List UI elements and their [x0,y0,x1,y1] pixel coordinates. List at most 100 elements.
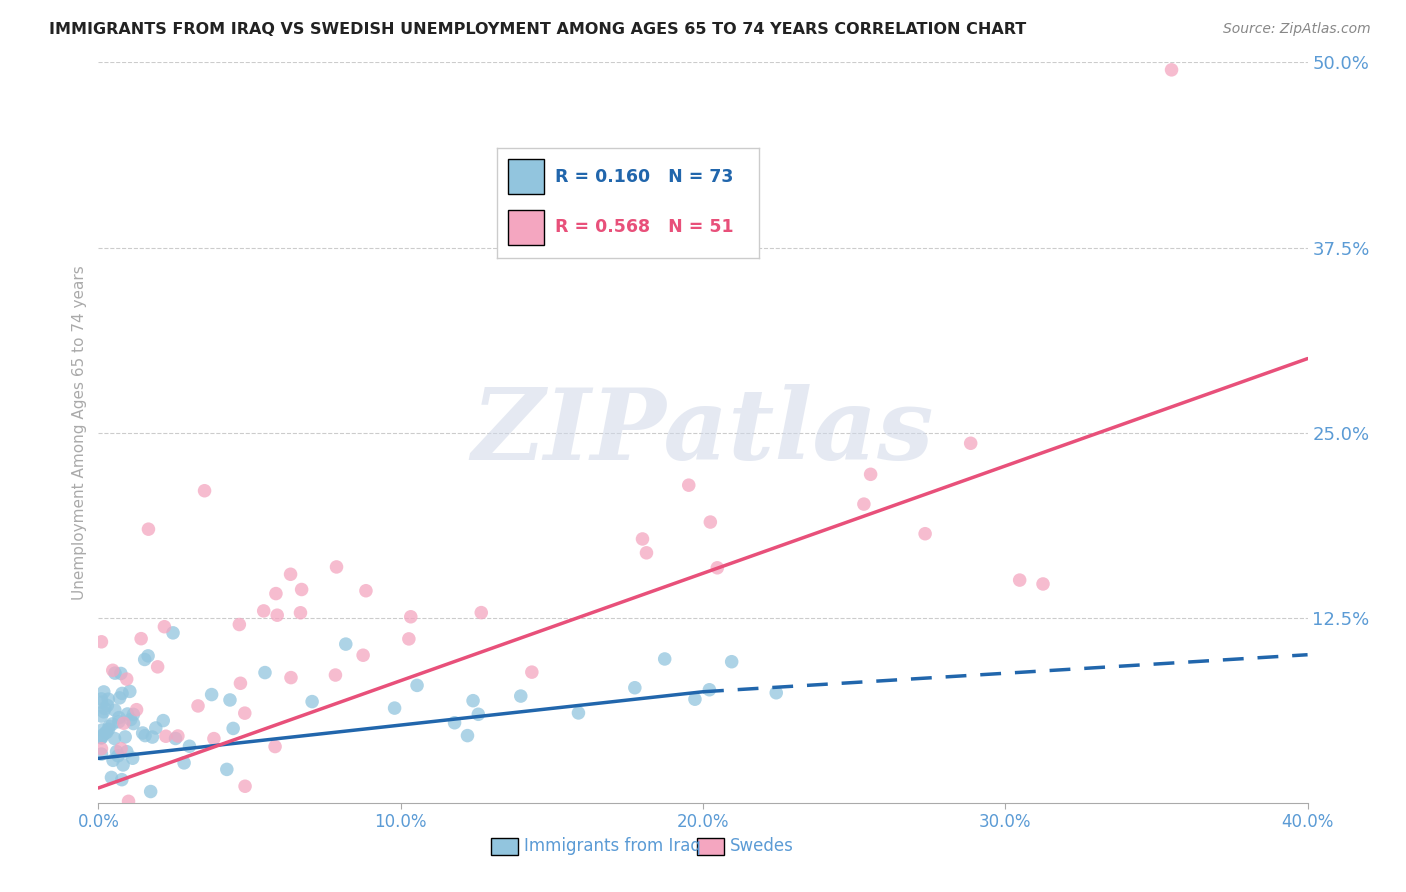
Text: Immigrants from Iraq: Immigrants from Iraq [524,838,702,855]
Point [222,722,245,736]
Text: Swedes: Swedes [730,838,793,855]
Point [110,666,132,681]
Point [398,632,420,646]
Point [636,546,658,560]
Point [90,741,112,756]
Point [91,723,114,737]
Point [90,731,112,745]
Point [352,648,374,663]
Point [101,717,124,731]
Point [229,676,252,690]
Point [145,721,167,735]
Text: ZIPatlas: ZIPatlas [472,384,934,481]
Point [162,625,184,640]
Point [97,692,120,706]
Point [112,716,135,731]
Point [509,689,531,703]
Point [325,668,347,682]
Point [443,715,465,730]
Point [108,710,131,724]
Point [280,567,302,582]
Point [520,665,543,680]
Point [134,652,156,666]
Point [720,655,742,669]
Point [384,701,406,715]
FancyBboxPatch shape [508,160,544,194]
Point [121,751,143,765]
Point [291,582,314,597]
Point [131,726,153,740]
Point [173,756,195,770]
Point [406,678,429,692]
Point [90,635,112,649]
Point [93,685,115,699]
Point [96,725,118,739]
Point [202,731,225,746]
Point [526,174,548,188]
Point [631,532,654,546]
Point [1160,62,1182,77]
Point [325,560,347,574]
Point [706,561,728,575]
Point [301,695,323,709]
Point [107,714,129,729]
Point [354,583,377,598]
Point [108,690,131,705]
Point [90,731,112,745]
Point [228,617,250,632]
Point [654,652,676,666]
FancyBboxPatch shape [508,210,544,245]
Point [111,772,134,787]
Point [253,665,276,680]
Point [765,686,787,700]
Point [264,586,287,600]
Point [201,688,224,702]
Point [264,739,287,754]
Point [233,779,256,793]
Point [1032,577,1054,591]
Point [118,684,141,698]
Point [139,784,162,798]
Point [90,692,112,706]
Point [104,703,127,717]
Point [859,467,882,482]
Point [117,794,139,808]
Point [290,606,312,620]
Point [155,729,177,743]
Point [90,747,112,761]
Point [959,436,981,450]
Point [122,716,145,731]
Text: IMMIGRANTS FROM IRAQ VS SWEDISH UNEMPLOYMENT AMONG AGES 65 TO 74 YEARS CORRELATI: IMMIGRANTS FROM IRAQ VS SWEDISH UNEMPLOY… [49,22,1026,37]
Point [125,703,148,717]
Point [110,741,132,756]
Point [699,515,721,529]
Point [567,706,589,720]
Point [699,682,721,697]
Point [1008,573,1031,587]
Text: Source: ZipAtlas.com: Source: ZipAtlas.com [1223,22,1371,37]
Point [253,604,276,618]
Point [112,758,135,772]
Point [90,695,112,709]
Point [146,660,169,674]
Point [456,729,478,743]
Point [94,726,117,740]
Point [399,609,422,624]
Point [134,729,156,743]
Point [335,637,357,651]
Text: R = 0.568   N = 51: R = 0.568 N = 51 [555,219,734,236]
Point [98,719,121,733]
Point [105,745,128,759]
Point [138,522,160,536]
Point [107,748,129,763]
Point [187,698,209,713]
Point [852,497,875,511]
Point [114,730,136,744]
Point [467,707,489,722]
Point [136,648,159,663]
Point [104,666,127,681]
Point [115,745,138,759]
Point [91,729,114,743]
Point [616,219,638,233]
Point [117,706,139,721]
